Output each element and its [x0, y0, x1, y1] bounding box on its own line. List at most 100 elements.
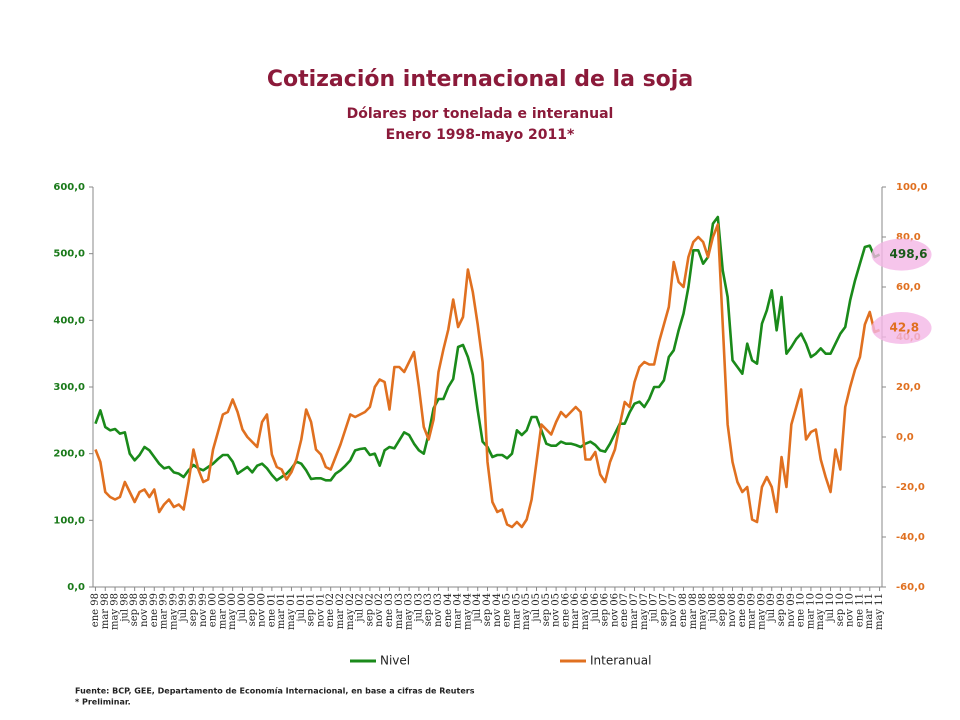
x-tick-label: jul 10 [825, 593, 836, 623]
x-tick-label: ene 01 [266, 593, 277, 627]
x-tick-label: ene 08 [678, 593, 689, 627]
legend-label: Interanual [590, 654, 651, 668]
x-tick-label: sep 04 [482, 593, 493, 626]
x-tick-label: may 01 [286, 593, 297, 630]
x-tick-label: sep 99 [188, 593, 199, 626]
y-tick-label: 200,0 [53, 449, 85, 460]
x-tick-label: jul 03 [413, 593, 424, 623]
x-tick-label: ene 02 [325, 593, 336, 627]
x-tick-label: nov 99 [198, 593, 209, 627]
x-tick-label: nov 04 [492, 593, 503, 627]
x-tick-label: sep 06 [600, 593, 611, 626]
x-tick-label: sep 98 [129, 593, 140, 626]
x-tick-label: jul 06 [590, 593, 601, 623]
x-tick-label: sep 10 [835, 593, 846, 626]
x-tick-label: mar 05 [511, 593, 522, 629]
x-tick-label: jul 99 [178, 593, 189, 623]
y-tick-label: 300,0 [53, 382, 85, 393]
x-tick-label: mar 10 [805, 593, 816, 629]
x-tick-label: mar 11 [864, 593, 875, 629]
x-tick-label: may 10 [815, 593, 826, 630]
x-tick-label: mar 00 [217, 593, 228, 629]
x-tick-label: ene 03 [384, 593, 395, 627]
x-tick-label: sep 02 [364, 593, 375, 626]
x-tick-label: ene 09 [737, 593, 748, 627]
x-tick-label: sep 03 [423, 593, 434, 626]
y2-tick-label: -60,0 [896, 582, 925, 593]
x-tick-label: may 05 [521, 593, 532, 630]
x-tick-label: nov 09 [786, 593, 797, 627]
data-label: 498,6 [890, 247, 928, 261]
y-tick-label: 600,0 [53, 182, 85, 193]
x-tick-label: nov 03 [433, 593, 444, 627]
x-tick-label: ene 99 [149, 593, 160, 627]
y2-tick-label: -40,0 [896, 532, 925, 543]
x-tick-label: mar 09 [747, 593, 758, 629]
x-tick-label: sep 07 [658, 593, 669, 626]
y2-tick-label: 80,0 [896, 232, 921, 243]
x-tick-label: jul 08 [707, 593, 718, 623]
x-tick-label: nov 10 [845, 593, 856, 627]
data-label: 42,8 [890, 321, 920, 335]
x-tick-label: jul 00 [237, 593, 248, 623]
x-tick-label: ene 04 [443, 593, 454, 627]
x-tick-label: sep 00 [247, 593, 258, 626]
x-tick-label: mar 08 [688, 593, 699, 629]
y-tick-label: 100,0 [53, 515, 85, 526]
x-tick-label: sep 05 [541, 593, 552, 626]
x-tick-label: nov 00 [257, 593, 268, 627]
line-series [94, 223, 881, 529]
x-tick-label: nov 98 [139, 593, 150, 627]
legend-label: Nivel [380, 654, 410, 668]
x-tick-label: nov 02 [374, 593, 385, 627]
y-tick-label: 0,0 [67, 582, 85, 593]
x-tick-label: may 98 [110, 593, 121, 630]
x-tick-label: jul 09 [766, 593, 777, 623]
x-tick-label: may 06 [580, 593, 591, 630]
y2-tick-label: 0,0 [896, 432, 914, 443]
x-tick-label: mar 03 [394, 593, 405, 629]
x-tick-label: mar 98 [100, 593, 111, 629]
y2-tick-label: 20,0 [896, 382, 921, 393]
x-tick-label: mar 99 [159, 593, 170, 629]
x-tick-label: mar 02 [335, 593, 346, 629]
y-tick-label: 400,0 [53, 315, 85, 326]
x-tick-label: sep 09 [776, 593, 787, 626]
x-tick-label: may 08 [698, 593, 709, 630]
label-highlight [871, 312, 932, 344]
x-tick-label: may 11 [874, 593, 885, 630]
x-tick-label: may 04 [462, 593, 473, 630]
x-tick-label: ene 98 [90, 593, 101, 627]
x-tick-label: mar 01 [276, 593, 287, 629]
x-tick-label: nov 08 [727, 593, 738, 627]
x-tick-label: may 07 [639, 593, 650, 630]
x-tick-label: ene 10 [796, 593, 807, 627]
x-tick-label: ene 06 [560, 593, 571, 627]
x-tick-label: may 03 [404, 593, 415, 630]
x-tick-label: ene 07 [619, 593, 630, 627]
x-tick-label: jul 07 [649, 593, 660, 623]
x-tick-label: mar 07 [629, 593, 640, 629]
x-tick-label: ene 05 [502, 593, 513, 627]
x-tick-label: sep 01 [306, 593, 317, 626]
x-tick-label: may 02 [345, 593, 356, 630]
x-tick-label: mar 04 [453, 593, 464, 629]
x-tick-label: jul 05 [531, 593, 542, 623]
label-highlight [871, 238, 932, 271]
chart-subtitle: Dólares por tonelada e interanual [347, 106, 614, 122]
x-tick-label: ene 11 [854, 593, 865, 627]
x-tick-label: mar 06 [570, 593, 581, 629]
x-tick-label: may 00 [227, 593, 238, 630]
y2-tick-label: 100,0 [896, 182, 928, 193]
x-tick-label: nov 01 [315, 593, 326, 627]
x-tick-label: nov 06 [609, 593, 620, 627]
x-tick-label: may 99 [168, 593, 179, 630]
x-tick-label: jul 02 [355, 593, 366, 623]
x-tick-label: nov 05 [551, 593, 562, 627]
chart-period: Enero 1998-mayo 2011* [386, 127, 575, 143]
y2-tick-label: 60,0 [896, 282, 921, 293]
chart-title: Cotización internacional de la soja [267, 67, 693, 92]
y2-tick-label: -20,0 [896, 482, 925, 493]
footnote: * Preliminar. [75, 698, 131, 707]
